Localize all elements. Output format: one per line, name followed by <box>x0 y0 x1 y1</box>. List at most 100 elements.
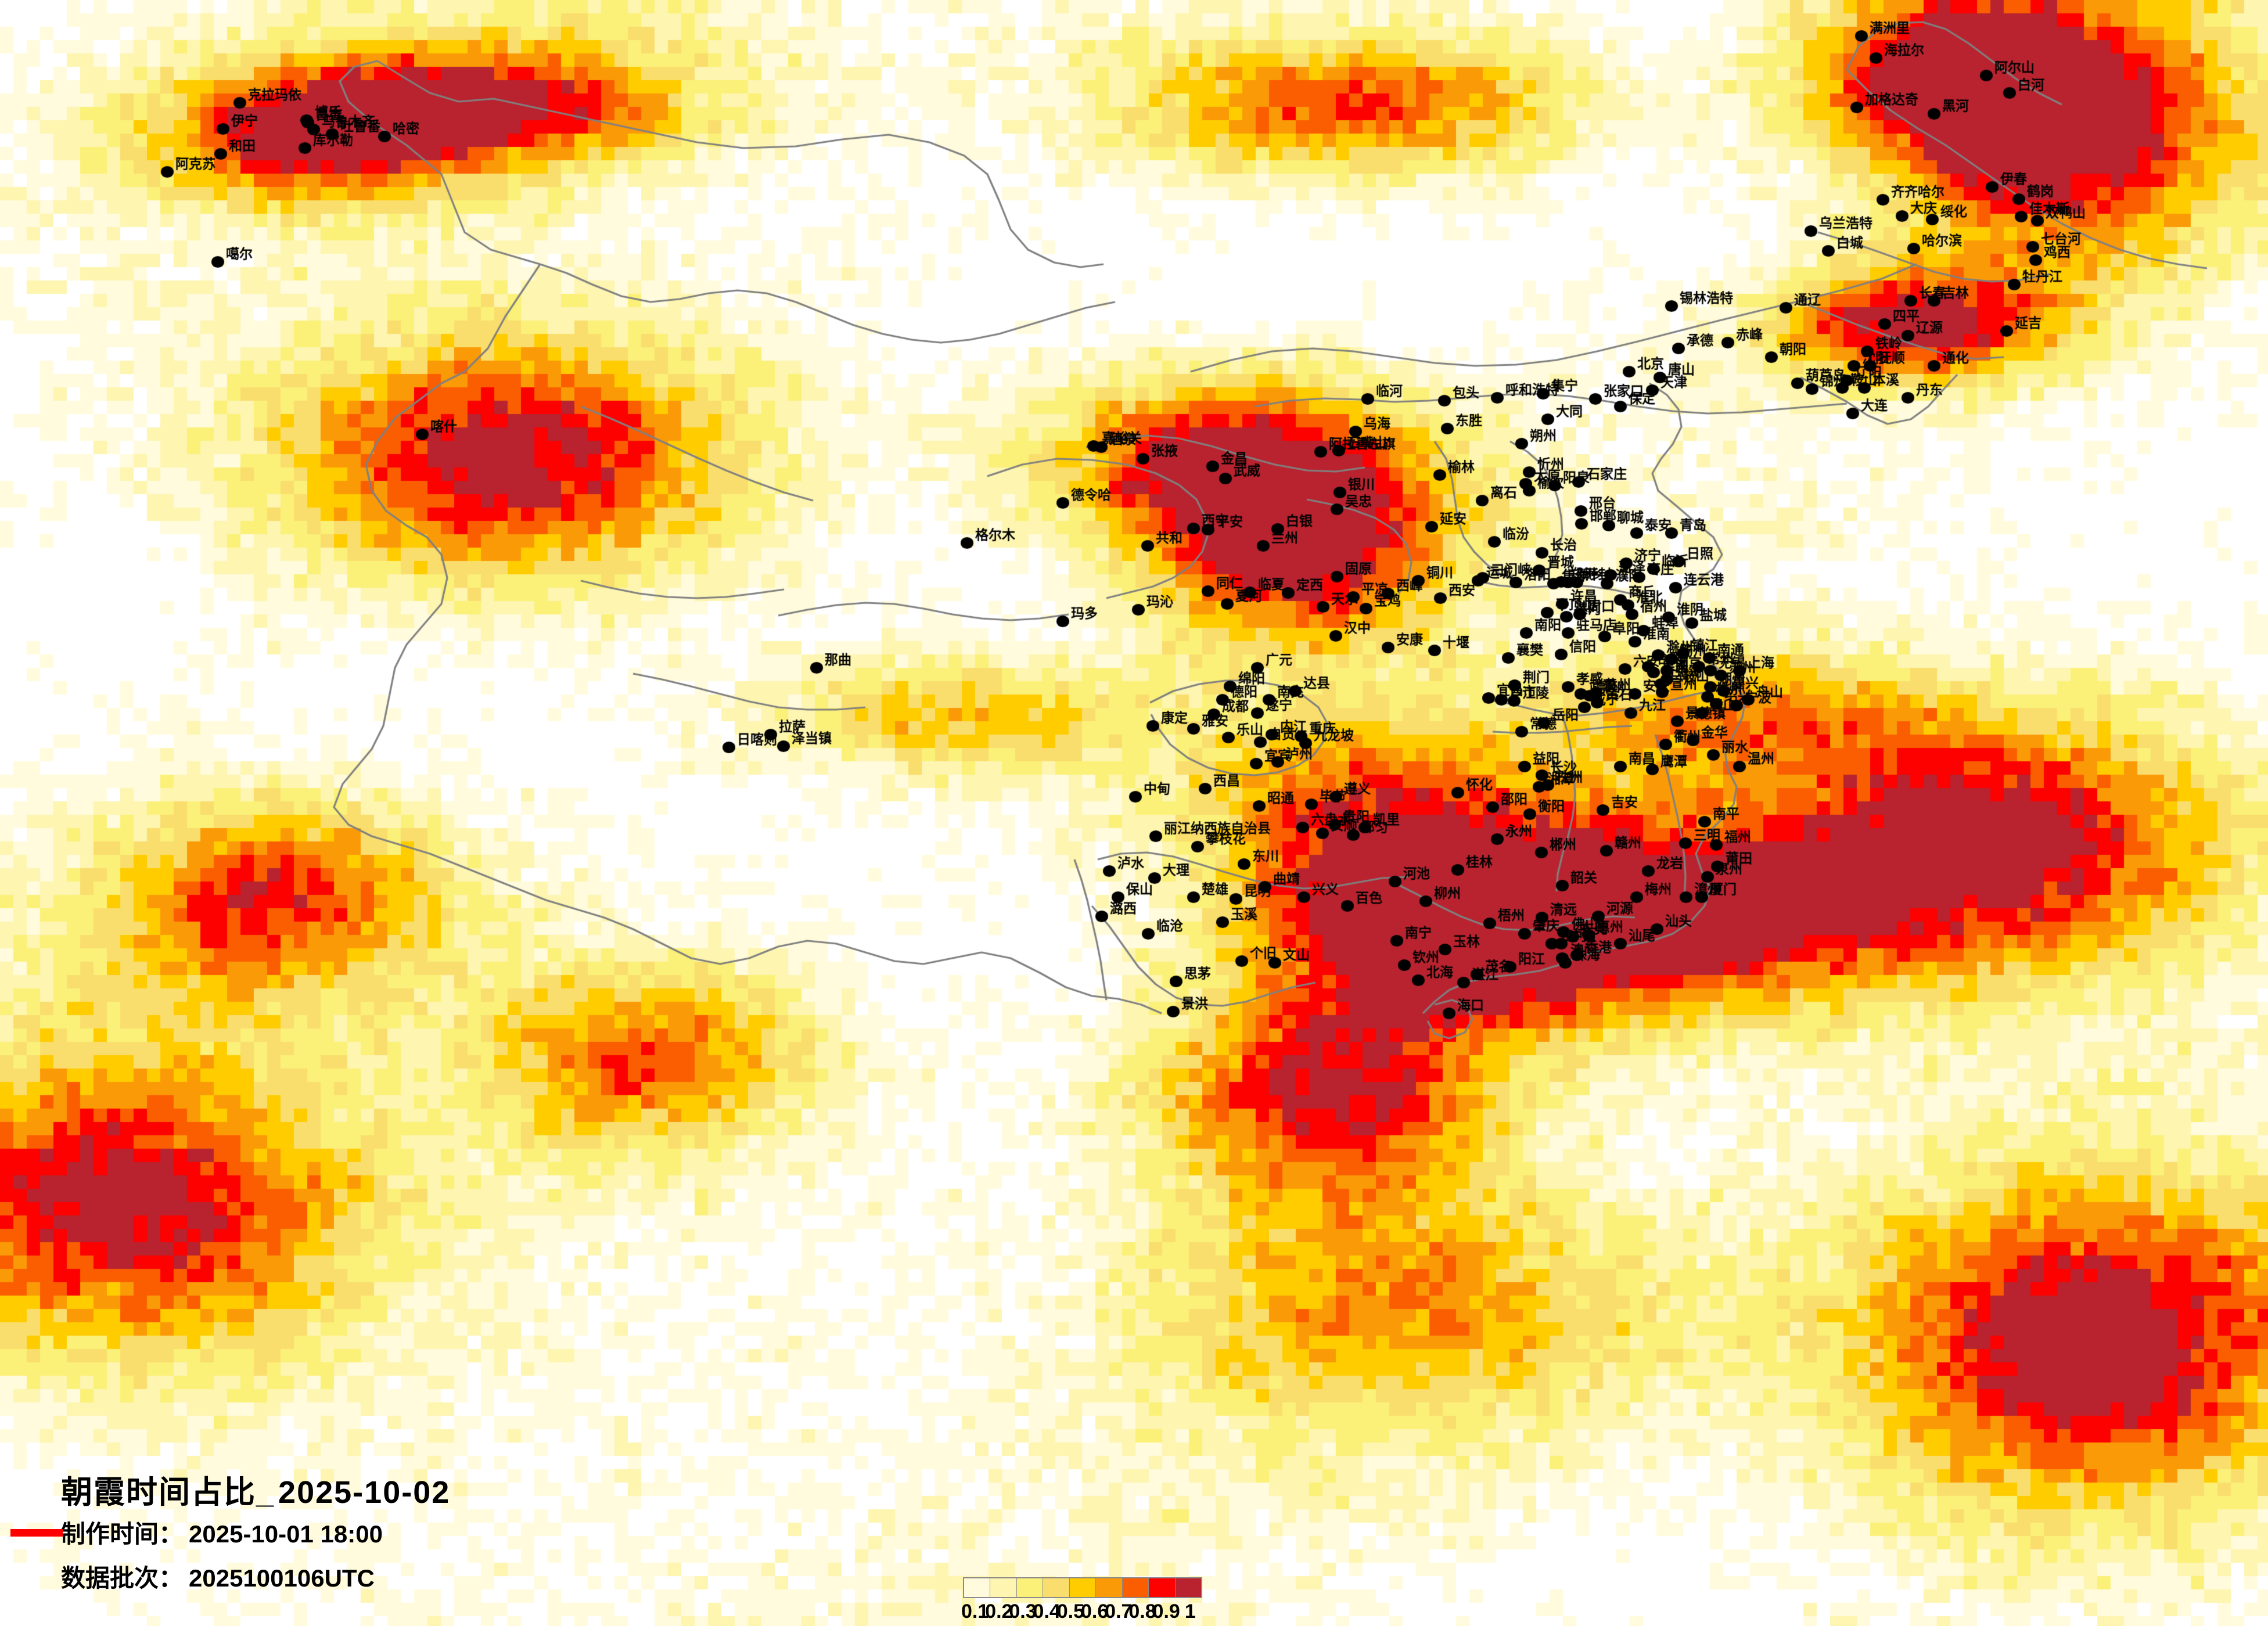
city-marker[interactable] <box>2025 239 2040 254</box>
city-marker[interactable] <box>1926 358 1942 373</box>
city-marker[interactable] <box>1469 967 1485 982</box>
city-marker[interactable] <box>1713 668 1728 683</box>
city-marker[interactable] <box>1595 803 1611 818</box>
city-marker[interactable] <box>1215 692 1230 707</box>
city-marker[interactable] <box>1234 954 1249 969</box>
city-marker[interactable] <box>1854 28 1869 44</box>
city-marker[interactable] <box>1201 522 1216 537</box>
city-marker[interactable] <box>1147 870 1162 886</box>
city-marker[interactable] <box>1190 839 1205 854</box>
city-marker[interactable] <box>1588 391 1603 406</box>
city-marker[interactable] <box>1709 696 1724 711</box>
city-marker[interactable] <box>2030 213 2045 228</box>
city-marker[interactable] <box>1572 607 1587 622</box>
city-marker[interactable] <box>1631 570 1647 585</box>
city-marker[interactable] <box>1926 293 1942 308</box>
city-marker[interactable] <box>1186 721 1201 736</box>
city-marker[interactable] <box>1581 927 1596 942</box>
city-marker[interactable] <box>325 127 340 142</box>
city-marker[interactable] <box>1627 686 1642 702</box>
city-marker[interactable] <box>809 660 824 675</box>
city-marker[interactable] <box>1221 730 1236 745</box>
city-marker[interactable] <box>1381 640 1396 655</box>
city-marker[interactable] <box>1166 1004 1181 1019</box>
city-marker[interactable] <box>1805 382 1820 397</box>
city-marker[interactable] <box>1424 519 1439 534</box>
city-marker[interactable] <box>1732 759 1747 774</box>
city-marker[interactable] <box>1295 820 1310 835</box>
city-marker[interactable] <box>1220 596 1235 611</box>
city-marker[interactable] <box>1613 936 1628 951</box>
city-marker[interactable] <box>1706 747 1721 762</box>
city-marker[interactable] <box>1875 192 1890 207</box>
city-marker[interactable] <box>1517 759 1532 774</box>
city-marker[interactable] <box>1250 660 1265 675</box>
city-marker[interactable] <box>1329 569 1345 584</box>
city-marker[interactable] <box>1482 916 1497 931</box>
city-marker[interactable] <box>1141 926 1156 941</box>
city-marker[interactable] <box>1627 634 1642 649</box>
city-marker[interactable] <box>1613 759 1628 774</box>
city-marker[interactable] <box>1661 610 1676 625</box>
city-marker[interactable] <box>1261 692 1277 707</box>
city-marker[interactable] <box>1619 556 1634 571</box>
city-marker[interactable] <box>1857 380 1872 395</box>
city-marker[interactable] <box>1358 601 1374 616</box>
city-marker[interactable] <box>1558 955 1573 970</box>
city-marker[interactable] <box>1228 891 1243 906</box>
city-marker[interactable] <box>1845 406 1860 421</box>
city-marker[interactable] <box>1979 68 1994 83</box>
city-marker[interactable] <box>1741 692 1756 707</box>
city-marker[interactable] <box>306 122 321 137</box>
city-marker[interactable] <box>2002 85 2017 100</box>
city-marker[interactable] <box>1507 693 1522 708</box>
city-marker[interactable] <box>1131 602 1146 617</box>
city-marker[interactable] <box>721 740 736 755</box>
city-marker[interactable] <box>1135 451 1151 466</box>
city-marker[interactable] <box>2007 277 2022 292</box>
city-marker[interactable] <box>1554 647 1569 662</box>
city-marker[interactable] <box>1475 493 1490 508</box>
city-marker[interactable] <box>1877 316 1892 332</box>
city-marker[interactable] <box>160 164 175 179</box>
city-marker[interactable] <box>1534 845 1549 860</box>
city-marker[interactable] <box>1720 335 1735 350</box>
city-marker[interactable] <box>1296 890 1311 905</box>
city-marker[interactable] <box>1540 412 1555 427</box>
city-marker[interactable] <box>1577 700 1592 715</box>
city-marker[interactable] <box>1684 616 1699 631</box>
city-marker[interactable] <box>2011 192 2026 207</box>
city-marker[interactable] <box>1532 779 1547 794</box>
city-marker[interactable] <box>1849 100 1864 115</box>
city-marker[interactable] <box>1694 890 1709 905</box>
city-marker[interactable] <box>1536 386 1551 401</box>
city-marker[interactable] <box>1895 208 1910 224</box>
city-marker[interactable] <box>1298 736 1313 751</box>
city-marker[interactable] <box>1559 609 1574 624</box>
city-marker[interactable] <box>776 739 791 754</box>
city-marker[interactable] <box>1514 724 1529 739</box>
city-marker[interactable] <box>1427 643 1442 658</box>
city-marker[interactable] <box>1649 922 1665 937</box>
city-marker[interactable] <box>1485 800 1500 815</box>
city-marker[interactable] <box>1169 974 1184 989</box>
city-marker[interactable] <box>1534 545 1550 560</box>
city-marker[interactable] <box>1668 580 1683 595</box>
city-marker[interactable] <box>1868 51 1884 66</box>
city-marker[interactable] <box>297 141 312 156</box>
city-marker[interactable] <box>1304 797 1319 812</box>
city-marker[interactable] <box>1645 383 1660 398</box>
city-marker[interactable] <box>1346 589 1361 605</box>
city-marker[interactable] <box>1331 443 1346 458</box>
city-marker[interactable] <box>1900 390 1915 405</box>
city-marker[interactable] <box>1519 625 1534 641</box>
city-marker[interactable] <box>377 129 392 144</box>
city-marker[interactable] <box>1926 106 1942 121</box>
city-marker[interactable] <box>1903 293 1918 308</box>
city-marker[interactable] <box>1985 179 2000 195</box>
city-marker[interactable] <box>1900 328 1915 343</box>
city-marker[interactable] <box>1554 936 1569 951</box>
city-marker[interactable] <box>1432 467 1447 483</box>
city-marker[interactable] <box>1450 862 1465 877</box>
city-marker[interactable] <box>1433 591 1448 606</box>
